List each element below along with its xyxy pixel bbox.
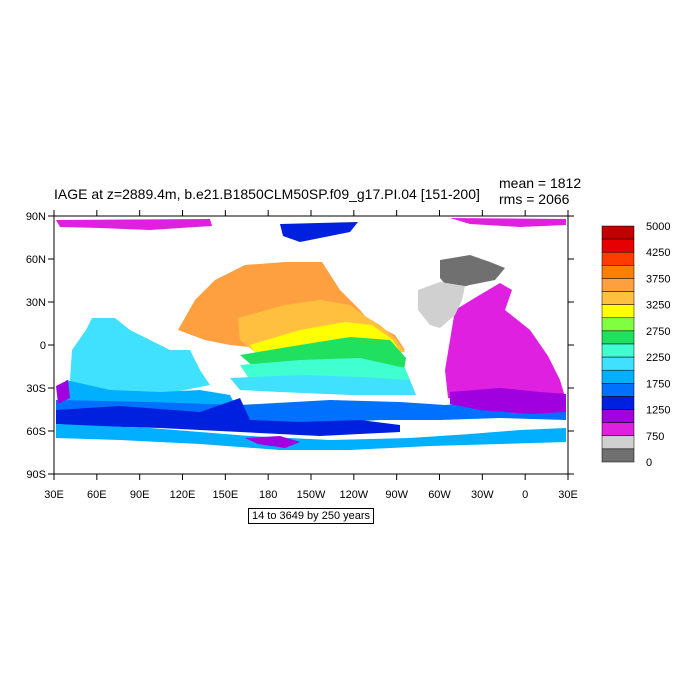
colorbar-box	[601, 317, 635, 332]
rms-stat: rms = 2066	[499, 191, 570, 207]
arctic-magenta-region	[56, 219, 212, 230]
lon-tick-label: 30W	[471, 489, 494, 501]
colorbar-box	[601, 291, 635, 305]
colorbar-box	[601, 383, 635, 397]
colorbar: 5000 4250 3750 3250 2750 2250 1750 1250 750 0	[601, 221, 670, 469]
colorbar-label: 750	[646, 431, 664, 443]
colorbar-box	[601, 422, 635, 437]
lon-tick-label: 180	[259, 489, 277, 501]
contour-interval-label: 14 to 3649 by 250 years	[248, 508, 374, 524]
lon-tick-label: 90E	[130, 489, 150, 501]
colorbar-box	[601, 251, 635, 266]
lon-tick-label: 90W	[385, 489, 408, 501]
lat-tick-label: 90N	[26, 211, 46, 223]
lon-tick-label: 0	[522, 489, 528, 501]
lon-tick-label: 60W	[428, 489, 451, 501]
colorbar-box	[601, 369, 635, 384]
lat-tick-label: 90S	[26, 469, 46, 481]
colorbar-box	[601, 435, 635, 450]
colorbar-box	[601, 238, 635, 253]
lon-tick-label: 30E	[44, 489, 64, 501]
southern-ocean-sky-blue	[56, 424, 566, 450]
lon-tick-label: 30E	[558, 489, 578, 501]
colorbar-label: 2250	[646, 352, 670, 364]
colorbar-label: 3250	[646, 300, 670, 312]
colorbar-label: 1250	[646, 405, 670, 417]
colorbar-label: 4250	[646, 247, 670, 259]
lat-tick-label: 0	[40, 340, 46, 352]
north-atlantic-gray	[418, 282, 465, 328]
plot-title: IAGE at z=2889.4m, b.e21.B1850CLM50SP.f0…	[54, 186, 480, 202]
nordic-magenta-region	[450, 218, 566, 227]
south-pacific-light-blue	[230, 375, 416, 395]
colorbar-box	[601, 409, 635, 423]
southern-ocean-deep-blue	[56, 398, 400, 436]
agulhas-purple	[56, 380, 70, 404]
lat-tick-label: 30N	[26, 297, 46, 309]
colorbar-box	[601, 278, 635, 292]
map-panel: 90N 60N 30N 0 30S 60S 90S 30E 60E 90E 120E 150E 180…	[26, 210, 578, 501]
lon-tick-label: 60E	[87, 489, 107, 501]
longitude-axis: 30E 60E 90E 120E 150E 180 150W 120W 90W 60W 30W 0 30…	[44, 210, 578, 501]
mean-stat: mean = 1812	[499, 175, 582, 191]
arctic-blue-region	[280, 222, 358, 242]
colorbar-box	[601, 304, 635, 319]
colorbar-box	[601, 396, 635, 410]
south-atlantic-purple	[450, 388, 566, 414]
colorbar-box	[601, 265, 635, 279]
colorbar-box	[601, 330, 635, 345]
colorbar-box	[601, 448, 635, 463]
lat-tick-label: 30S	[26, 383, 46, 395]
lon-tick-label: 120W	[339, 489, 368, 501]
atlantic-magenta	[445, 283, 566, 405]
latitude-axis: 90N 60N 30N 0 30S 60S 90S	[26, 211, 574, 481]
lat-tick-label: 60N	[26, 254, 46, 266]
colorbar-box	[601, 225, 635, 240]
greenland-land-mask	[440, 255, 505, 290]
colorbar-label: 3750	[646, 273, 670, 285]
ross-sea-purple	[245, 436, 300, 448]
colorbar-label: 1750	[646, 378, 670, 390]
colorbar-box	[601, 356, 635, 371]
colorbar-label: 5000	[646, 221, 670, 233]
lon-tick-label: 120E	[170, 489, 196, 501]
lon-tick-label: 150E	[212, 489, 238, 501]
indian-ocean-light-blue	[70, 318, 210, 398]
colorbar-label: 2750	[646, 326, 670, 338]
lon-tick-label: 150W	[297, 489, 326, 501]
colorbar-box	[601, 343, 635, 358]
colorbar-label: 0	[646, 457, 652, 469]
lat-tick-label: 60S	[26, 426, 46, 438]
